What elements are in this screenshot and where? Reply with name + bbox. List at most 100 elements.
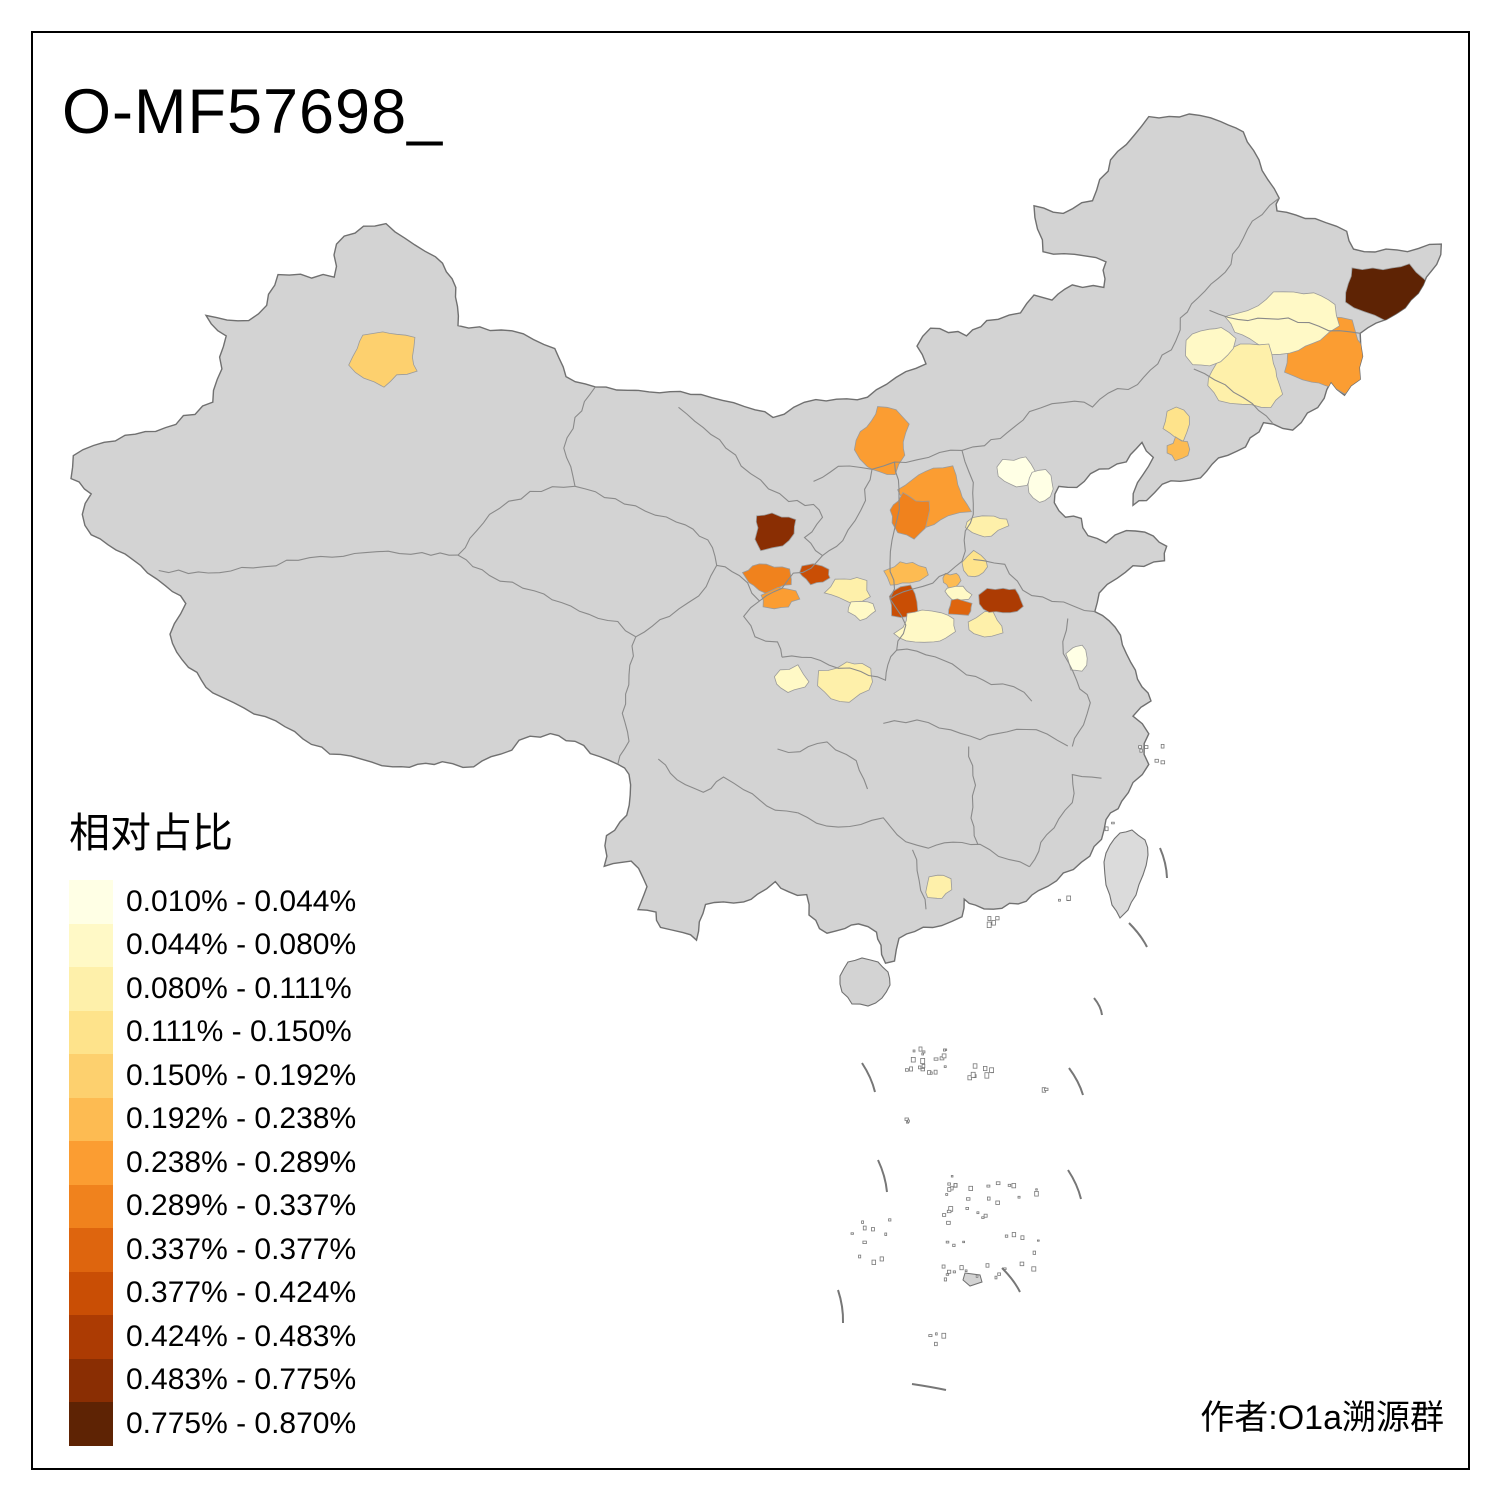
island-speck [1104,826,1109,832]
province-border [1193,368,1273,424]
legend-label: 0.377% - 0.424% [126,1276,357,1310]
map-region-gansu-lanzhou-darkbrown [754,512,797,552]
province-border [457,386,596,556]
attribution-text: 作者:O1a溯源群 [1200,1399,1444,1437]
map-region-jiangsu-pale [1065,644,1088,672]
map-region-henan-orange [948,598,973,616]
island-speck [912,1049,916,1053]
island-speck [983,1213,988,1218]
island-speck [943,1048,946,1052]
legend-label: 0.192% - 0.238% [126,1102,357,1136]
island-speck [991,920,996,926]
island-speck [962,1240,965,1244]
province-border [911,849,927,910]
island-speck [871,1259,877,1265]
legend-item: 0.483% - 0.775% [69,1358,356,1402]
legend-item: 0.289% - 0.337% [69,1184,356,1228]
legend-label: 0.150% - 0.192% [126,1058,357,1092]
island-speck [981,1216,985,1219]
dash-segment [877,1159,888,1193]
dash-segment [1128,922,1148,948]
island-speck [946,1220,951,1225]
island-speck [871,1227,875,1232]
map-region-liaoning-yellow [1162,406,1190,442]
legend-swatch [69,923,113,967]
legend-label: 0.337% - 0.377% [126,1232,357,1266]
legend-label: 0.775% - 0.870% [126,1406,357,1440]
island-speck [1160,744,1165,749]
island-speck [966,1197,971,1201]
legend-item: 0.337% - 0.377% [69,1228,356,1272]
legend-title: 相对占比 [69,810,233,856]
island-speck [975,1274,979,1278]
legend-swatch [69,1402,113,1446]
map-region-northeast-cream-small [1185,327,1237,367]
island-speck [858,1254,862,1259]
province-border [813,197,1280,482]
map-region-shaanxi-mid-lightorange [883,561,929,586]
map-region-northeast-cream-large [1224,291,1340,356]
island-speck [928,1334,933,1337]
island-speck [943,1065,947,1068]
island-speck [884,1232,888,1236]
island-speck [909,1066,913,1072]
island-speck [933,1057,939,1061]
dash-segment [911,1383,947,1391]
province-border [657,758,798,814]
island-speck [995,916,1000,921]
island-speck [987,916,992,921]
island-speck [995,1200,1000,1205]
nine-dash-line [837,847,1168,1391]
island-speck [1035,1188,1038,1191]
island-speck [1138,745,1142,749]
island-speck [862,1240,867,1244]
legend-item: 0.150% - 0.192% [69,1054,356,1098]
island-speck [987,1196,991,1201]
map-region-guangdong-pale [925,874,953,899]
island-speck [976,1211,980,1215]
island-speck [933,1069,938,1075]
province-border [968,746,979,845]
island-speck [959,1265,964,1271]
map-region-beijing-cream-b [1027,469,1054,503]
island-speck [1004,1234,1009,1238]
map-region-sichuan-cream-west [773,664,810,693]
map-region-beijing-cream-a [996,456,1037,488]
island-speck [907,1119,910,1123]
legend-swatch [69,1228,113,1272]
island-speck [942,1213,947,1217]
map-region-hebei-south-pale [965,515,1010,538]
island-speck [1017,1195,1021,1199]
legend-item: 0.775% - 0.870% [69,1402,356,1446]
island-speck [964,1269,968,1272]
map-legend: 相对占比 0.010% - 0.044% 0.044% - 0.080% 0.080… [69,810,356,1446]
island-speck [1034,1191,1039,1197]
legend-label: 0.111% - 0.150% [126,1015,352,1049]
island-speck [965,1207,969,1210]
legend-item: 0.192% - 0.238% [69,1097,357,1141]
dash-segment [1001,1267,1021,1293]
province-border [797,812,1030,868]
island-speck [952,1243,956,1247]
island-speck [986,921,992,928]
island-speck [910,1057,916,1063]
province-border [889,598,1033,702]
island-speck [920,1068,925,1072]
island-speck [947,1187,952,1192]
map-region-xinjiang-yellow [348,331,418,388]
island-speck [1139,748,1143,753]
dash-segment [1067,1169,1082,1200]
map-region-henan-cream [944,585,973,602]
island-speck [995,1181,1001,1186]
island-speck [929,1071,933,1075]
island-speck [947,1182,951,1186]
island-speck [968,1185,973,1191]
legend-swatch [69,1054,113,1098]
island-speck [888,1218,892,1222]
legend-item: 0.377% - 0.424% [69,1271,357,1315]
island-speck [1031,1266,1037,1272]
island-speck [970,1071,976,1078]
south-sea-islet [962,1272,983,1287]
map-region-gansu-east-cream [847,600,876,621]
